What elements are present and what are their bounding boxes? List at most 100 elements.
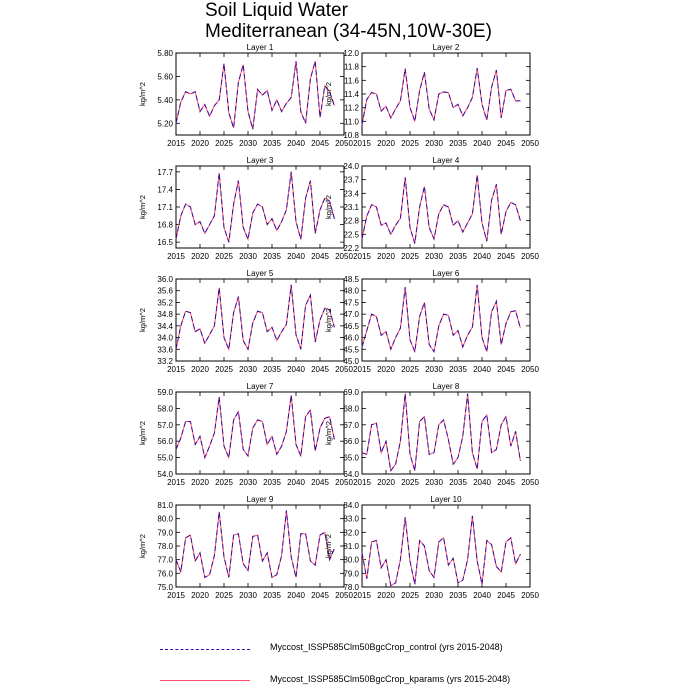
y-tick-label: 80.0 (343, 556, 359, 565)
panel-title: Layer 3 (247, 156, 274, 165)
y-tick-label: 75.0 (157, 583, 173, 592)
series-line-kparams (175, 510, 335, 579)
x-tick-label: 2025 (401, 252, 419, 261)
x-tick-label: 2015 (353, 252, 371, 261)
series-line-control (175, 61, 335, 130)
x-tick-label: 2045 (497, 252, 515, 261)
x-tick-label: 2035 (449, 478, 467, 487)
y-tick-label: 82.0 (343, 528, 359, 537)
x-tick-label: 2030 (239, 591, 257, 600)
x-tick-label: 2025 (215, 591, 233, 600)
x-tick-label: 2035 (263, 365, 281, 374)
x-tick-label: 2040 (287, 252, 305, 261)
x-tick-label: 2015 (167, 365, 185, 374)
y-tick-label: 56.0 (157, 437, 173, 446)
x-tick-label: 2050 (521, 139, 539, 148)
y-tick-label: 48.5 (343, 275, 359, 284)
y-axis-label: kg/m^2 (138, 308, 147, 332)
y-tick-label: 66.0 (343, 437, 359, 446)
x-tick-label: 2050 (335, 478, 353, 487)
y-tick-label: 54.0 (157, 470, 173, 479)
x-tick-label: 2025 (401, 591, 419, 600)
y-tick-label: 81.0 (157, 501, 173, 510)
plot-frame (361, 504, 531, 588)
panel-layer-1: Layer 1 2015 2020 2025 2030 2035 2040 2045 2050 5… (138, 43, 353, 148)
x-tick-label: 2025 (401, 365, 419, 374)
y-tick-label: 58.0 (157, 404, 173, 413)
y-tick-label: 5.40 (157, 96, 173, 105)
panel-title: Layer 9 (247, 495, 274, 504)
y-axis-label: kg/m^2 (324, 421, 333, 445)
x-tick-label: 2030 (425, 591, 443, 600)
x-tick-label: 2025 (401, 139, 419, 148)
y-tick-label: 23.1 (343, 203, 359, 212)
x-tick-label: 2040 (473, 478, 491, 487)
plot-frame (361, 391, 531, 475)
y-tick-label: 11.2 (344, 104, 360, 113)
y-tick-label: 34.4 (157, 322, 173, 331)
y-axis-label: kg/m^2 (138, 534, 147, 558)
y-tick-label: 46.5 (343, 322, 359, 331)
y-tick-label: 57.0 (157, 421, 173, 430)
x-tick-label: 2050 (521, 365, 539, 374)
y-tick-label: 79.0 (157, 528, 173, 537)
x-tick-label: 2020 (191, 139, 209, 148)
y-tick-label: 16.8 (157, 221, 173, 230)
y-tick-label: 78.0 (343, 583, 359, 592)
legend-control-label: Myccost_ISSP585Clm50BgcCrop_control (yrs… (270, 642, 503, 652)
x-tick-label: 2020 (377, 478, 395, 487)
x-tick-label: 2025 (215, 252, 233, 261)
x-tick-label: 2025 (215, 365, 233, 374)
y-tick-label: 35.6 (157, 287, 173, 296)
x-tick-label: 2030 (425, 365, 443, 374)
plot-frame (361, 165, 531, 249)
panel-title: Layer 4 (433, 156, 460, 165)
legend-kparams-swatch (160, 680, 250, 681)
x-tick-label: 2045 (497, 139, 515, 148)
x-tick-label: 2040 (287, 365, 305, 374)
x-tick-label: 2020 (377, 365, 395, 374)
x-tick-label: 2025 (401, 478, 419, 487)
y-tick-label: 11.8 (344, 63, 360, 72)
y-tick-label: 47.0 (343, 310, 359, 319)
y-tick-label: 23.7 (343, 176, 359, 185)
series-line-kparams (361, 284, 521, 354)
y-tick-label: 22.8 (343, 217, 359, 226)
title-line-1: Soil Liquid Water (205, 0, 348, 21)
x-tick-label: 2050 (335, 365, 353, 374)
x-tick-label: 2020 (191, 252, 209, 261)
panel-title: Layer 2 (433, 43, 460, 52)
x-tick-label: 2015 (353, 591, 371, 600)
y-tick-label: 45.0 (343, 357, 359, 366)
series-line-control (361, 515, 521, 587)
series-line-control (175, 395, 335, 460)
y-tick-label: 16.5 (157, 238, 173, 247)
x-tick-label: 2045 (311, 139, 329, 148)
y-tick-label: 10.8 (343, 131, 359, 140)
panel-layer-9: Layer 9 2015 2020 2025 2030 2035 2040 2045 2050 7… (138, 495, 353, 600)
x-tick-label: 2015 (353, 139, 371, 148)
y-tick-label: 84.0 (343, 501, 359, 510)
x-tick-label: 2050 (335, 139, 353, 148)
y-tick-label: 83.0 (343, 515, 359, 524)
x-tick-label: 2035 (449, 252, 467, 261)
y-tick-label: 5.80 (157, 49, 173, 58)
panel-layer-5: Layer 5 2015 2020 2025 2030 2035 2040 2045 2050 3… (138, 269, 353, 374)
y-tick-label: 23.4 (343, 189, 359, 198)
y-tick-label: 35.2 (157, 298, 173, 307)
x-tick-label: 2020 (377, 252, 395, 261)
legend-kparams-label: Myccost_ISSP585Clm50BgcCrop_kparams (yrs… (270, 674, 511, 684)
y-tick-label: 47.5 (343, 298, 359, 307)
x-tick-label: 2030 (239, 252, 257, 261)
y-tick-label: 34.0 (157, 334, 173, 343)
panel-layer-10: Layer 10 2015 2020 2025 2030 2035 2040 2045 2050… (324, 495, 539, 600)
x-tick-label: 2035 (263, 139, 281, 148)
x-tick-label: 2050 (335, 591, 353, 600)
series-line-control (361, 284, 521, 354)
series-line-kparams (175, 395, 335, 460)
x-tick-label: 2030 (239, 365, 257, 374)
legend-control-swatch (160, 649, 250, 650)
y-tick-label: 67.0 (343, 421, 359, 430)
